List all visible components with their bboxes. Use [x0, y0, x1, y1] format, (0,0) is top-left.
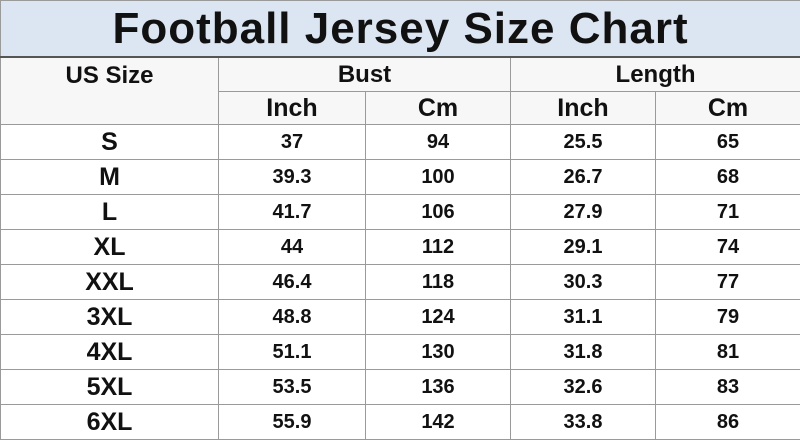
measure-cell: 44	[218, 229, 366, 265]
measure-cell: 86	[654, 404, 800, 440]
unit-header: Cm	[365, 91, 511, 125]
size-row: 3XL 48.8 124 31.1 79	[0, 299, 800, 335]
measure-cell: 79	[654, 299, 800, 335]
bust-header: Bust	[218, 56, 511, 92]
measure-cell: 46.4	[218, 264, 366, 300]
size-row: S 37 94 25.5 65	[0, 124, 800, 160]
measure-cell: 26.7	[510, 159, 656, 195]
subheader-row: Inch Cm Inch Cm	[1, 91, 800, 125]
measure-cell: 100	[365, 159, 511, 195]
unit-header: Inch	[218, 91, 366, 125]
size-cell: S	[0, 124, 219, 160]
measure-cell: 68	[654, 159, 800, 195]
size-row: XXL 46.4 118 30.3 77	[0, 264, 800, 300]
measure-cell: 39.3	[218, 159, 366, 195]
measure-cell: 77	[654, 264, 800, 300]
measure-cell: 94	[365, 124, 511, 160]
size-cell: 6XL	[0, 404, 219, 440]
measure-cell: 30.3	[510, 264, 656, 300]
size-row: M 39.3 100 26.7 68	[0, 159, 800, 195]
size-row: 4XL 51.1 130 31.8 81	[0, 334, 800, 370]
measure-cell: 31.8	[510, 334, 656, 370]
title: Football Jersey Size Chart	[0, 0, 800, 58]
measure-cell: 29.1	[510, 229, 656, 265]
size-cell: 5XL	[0, 369, 219, 405]
size-header: US Size	[0, 56, 219, 125]
measure-cell: 55.9	[218, 404, 366, 440]
measure-cell: 71	[654, 194, 800, 230]
measure-cell: 32.6	[510, 369, 656, 405]
size-cell: 3XL	[0, 299, 219, 335]
measure-cell: 74	[654, 229, 800, 265]
size-row: 5XL 53.5 136 32.6 83	[0, 369, 800, 405]
size-row: L 41.7 106 27.9 71	[0, 194, 800, 230]
unit-header: Cm	[654, 91, 800, 125]
measure-cell: 112	[365, 229, 511, 265]
measure-cell: 106	[365, 194, 511, 230]
length-header: Length	[509, 56, 800, 92]
measure-cell: 81	[654, 334, 800, 370]
measure-cell: 31.1	[510, 299, 656, 335]
measure-cell: 53.5	[218, 369, 366, 405]
measure-cell: 118	[365, 264, 511, 300]
measure-cell: 142	[365, 404, 511, 440]
measure-cell: 41.7	[218, 194, 366, 230]
size-cell: XL	[0, 229, 219, 265]
size-cell: 4XL	[0, 334, 219, 370]
measure-cell: 37	[218, 124, 366, 160]
size-row: 6XL 55.9 142 33.8 86	[0, 404, 800, 440]
measure-cell: 124	[365, 299, 511, 335]
measure-cell: 136	[365, 369, 511, 405]
measure-cell: 65	[654, 124, 800, 160]
measure-cell: 33.8	[510, 404, 656, 440]
size-cell: XXL	[0, 264, 219, 300]
measure-cell: 83	[654, 369, 800, 405]
size-cell: M	[0, 159, 219, 195]
measure-cell: 27.9	[510, 194, 656, 230]
unit-header: Inch	[510, 91, 656, 125]
header-row: US Size Bust Length	[0, 56, 800, 125]
size-cell: L	[0, 194, 219, 230]
measure-cell: 25.5	[510, 124, 656, 160]
measure-cell: 130	[365, 334, 511, 370]
measure-cell: 51.1	[218, 334, 366, 370]
size-row: XL 44 112 29.1 74	[0, 229, 800, 265]
title-row: Football Jersey Size Chart	[0, 0, 800, 58]
measure-cell: 48.8	[218, 299, 366, 335]
